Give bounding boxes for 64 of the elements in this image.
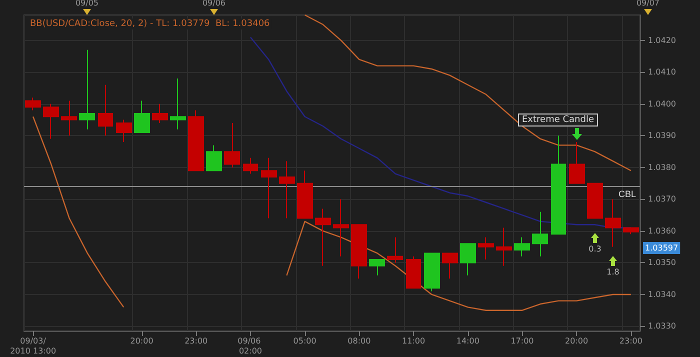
candlestick: [315, 208, 331, 266]
candlestick: [261, 157, 277, 219]
candlestick: [551, 135, 566, 235]
annotation: 1.8: [606, 268, 620, 276]
candlestick: [98, 84, 113, 136]
x-tick-label: 23:00: [619, 336, 642, 346]
x-tick-label: 17:00: [510, 336, 534, 346]
x-tick-label: 09/03/2010 13:00: [10, 336, 56, 356]
x-tick-label: 11:00: [402, 336, 426, 346]
candlestick: [297, 170, 313, 219]
candlestick: [333, 198, 349, 257]
candlestick: [587, 182, 603, 219]
x-tick-label: 23:00: [184, 336, 208, 346]
x-tick-label: 08:00: [348, 336, 371, 346]
text: 1.03597: [645, 244, 678, 252]
y-tick-label: 1.0330: [648, 322, 676, 331]
candlestick: [623, 227, 639, 235]
x-tick-label: 05:00: [293, 336, 316, 346]
candlestick: [605, 198, 621, 248]
y-tick-label: 1.0420: [648, 36, 676, 45]
candlestick: [170, 78, 186, 130]
line-series: [304, 14, 632, 172]
y-tick-label: 1.0360: [648, 226, 676, 236]
candlestick: [188, 110, 204, 172]
candlestick: [514, 236, 530, 257]
candlestick: [43, 103, 59, 140]
line-series: [32, 116, 124, 308]
annotation: 0.3: [588, 244, 602, 254]
candlestick: [351, 224, 367, 280]
line-series: [286, 220, 632, 311]
candlestick: [134, 100, 150, 134]
candlestick: [25, 97, 41, 111]
candlestick: [369, 259, 385, 276]
candlestick: [406, 256, 421, 289]
annotation: Extreme Candle: [522, 115, 594, 125]
x-tick-label: 14:00: [456, 336, 480, 346]
candlestick: [243, 157, 258, 174]
candlestick: [478, 236, 494, 260]
y-tick-label: 1.0400: [648, 99, 676, 108]
ref-line-label: CBL: [618, 188, 636, 199]
x-tick-label: 20:00: [130, 336, 154, 346]
candlestick: [496, 227, 512, 266]
candlestick: [79, 49, 95, 130]
y-tick-label: 1.0410: [648, 68, 676, 77]
y-tick-label: 1.0390: [648, 131, 676, 140]
y-tick-label: 1.0370: [648, 194, 676, 204]
y-tick-label: 1.0350: [648, 258, 676, 268]
annotation: BB(USD/CAD:Close, 20, 2) - TL: 1.03779 BL: 1.03406: [30, 19, 270, 29]
x-tick-label: 09/06 02:00: [238, 336, 264, 356]
candlestick: [424, 252, 440, 292]
y-tick-label: 1.0380: [648, 162, 676, 172]
candlestick: [206, 144, 222, 172]
candlestick: [152, 103, 168, 124]
candlestick: [442, 252, 458, 280]
candlestick: [279, 160, 295, 219]
x-tick-label: 20:00: [565, 336, 588, 346]
candlestick: [387, 236, 403, 264]
candlestick: [224, 122, 240, 168]
y-tick-label: 1.0340: [648, 290, 676, 299]
candlestick: [460, 243, 476, 276]
candlestick: [532, 211, 548, 257]
candlestick: [61, 100, 77, 136]
candlestick: [569, 142, 585, 184]
candlestick: [116, 119, 132, 143]
